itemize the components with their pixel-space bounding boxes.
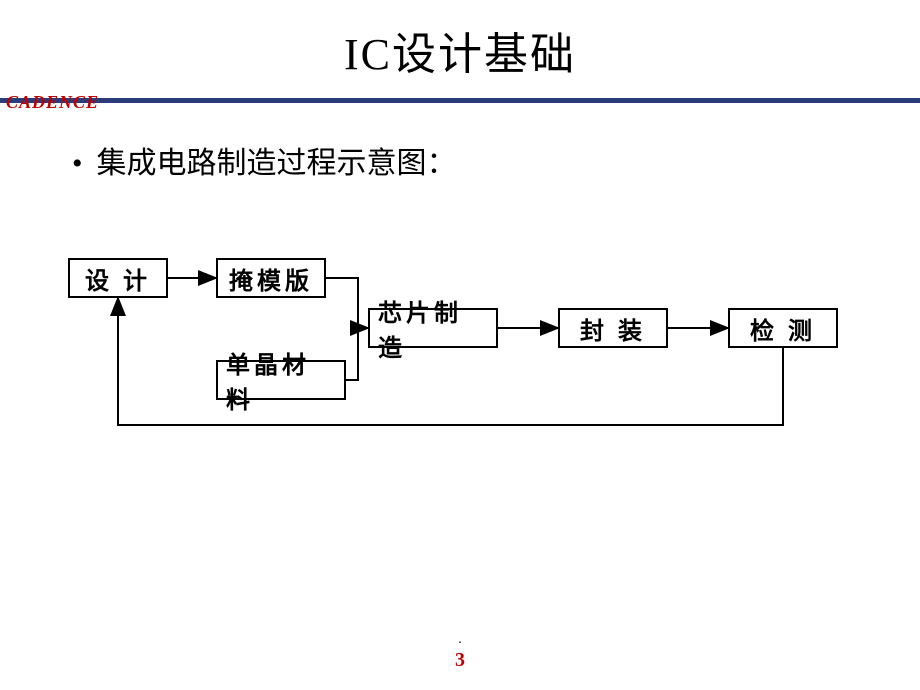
header-divider	[0, 98, 920, 103]
flowchart-node-design: 设 计	[68, 258, 168, 298]
cadence-watermark: CADENCE	[6, 92, 99, 113]
bullet-text: • 集成电路制造过程示意图：	[72, 138, 457, 182]
bullet-dot: •	[72, 147, 83, 180]
page-dot: .	[0, 632, 920, 648]
flowchart-node-test: 检 测	[728, 308, 838, 348]
page-title: IC设计基础	[0, 0, 920, 82]
page-number: 3	[0, 649, 920, 672]
flowchart-node-fab: 芯片制造	[368, 308, 498, 348]
flowchart-node-package: 封 装	[558, 308, 668, 348]
flowchart-node-mask: 掩模版	[216, 258, 326, 298]
flowchart-diagram: 设 计 掩模版单晶材料芯片制造 封 装 检 测	[68, 250, 868, 450]
flowchart-node-material: 单晶材料	[216, 360, 346, 400]
bullet-label: 集成电路制造过程示意图：	[97, 147, 457, 180]
